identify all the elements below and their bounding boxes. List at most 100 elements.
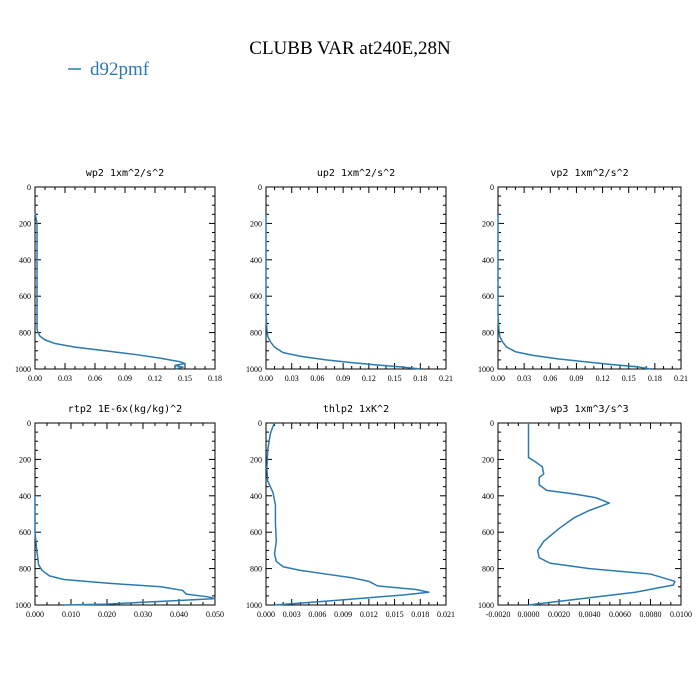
x-tick-label: 0.15 [388,374,402,383]
x-tick-label: 0.12 [596,374,610,383]
x-tick-label: 0.15 [622,374,636,383]
panel-2: up2 1xm^2/s^2 0.00 0.03 0.06 0.09 0.12 0.15 0.1… [246,168,453,383]
plot-frame [497,422,682,606]
y-tick-label: 800 [482,565,494,574]
y-tick-label: 400 [250,492,262,501]
x-tick-label: 0.09 [569,374,583,383]
y-tick-label: 800 [250,565,262,574]
x-tick-label: 0.03 [517,374,531,383]
y-tick-label: 200 [19,219,31,228]
x-tick-label: 0.0060 [609,610,631,619]
legend-label: d92pmf [90,59,150,80]
y-tick-label: 200 [482,219,494,228]
series-line [527,423,676,606]
panel-title: rtp2 1E-6x(kg/kg)^2 [68,404,182,415]
x-tick-label: 0.0020 [548,610,570,619]
series-line [34,212,186,370]
x-tick-label: 0.00 [491,374,505,383]
series-line [265,214,421,370]
x-tick-label: 0.003 [283,610,301,619]
series-line [266,422,430,606]
x-tick-label: 0.00 [259,374,273,383]
series-line [497,214,651,370]
x-tick-label: 0.0100 [670,610,692,619]
y-tick-label: 1000 [478,365,494,374]
x-tick-label: 0.09 [336,374,350,383]
x-tick-label: 0.020 [98,610,116,619]
x-tick-label: 0.06 [543,374,557,383]
x-tick-label: 0.12 [148,374,162,383]
y-tick-label: 0 [490,183,494,192]
y-tick-label: 800 [19,329,31,338]
x-tick-label: 0.21 [439,374,453,383]
plot-frame [34,186,216,370]
x-tick-label: 0.18 [208,374,222,383]
x-tick-label: 0.06 [310,374,324,383]
panel-title: wp3 1xm^3/s^3 [550,404,628,415]
series-line [34,495,216,606]
x-tick-label: 0.03 [285,374,299,383]
x-tick-label: 0.050 [206,610,224,619]
panel-title: up2 1xm^2/s^2 [317,168,395,179]
y-tick-label: 200 [19,455,31,464]
x-tick-label: -0.0020 [486,610,511,619]
y-tick-label: 1000 [15,601,31,610]
plot-frame [34,422,216,606]
y-tick-label: 800 [482,329,494,338]
y-tick-label: 0 [258,419,262,428]
y-tick-label: 600 [482,528,494,537]
x-tick-label: 0.00 [28,374,42,383]
y-tick-label: 200 [482,455,494,464]
panel-5: thlp2 1xK^2 0.000 0.003 0.006 0.009 0.012 0.01… [246,404,455,619]
panel-title: wp2 1xm^2/s^2 [86,168,164,179]
x-tick-label: 0.021 [437,610,455,619]
y-tick-label: 0 [27,419,31,428]
x-tick-label: 0.010 [62,610,80,619]
x-tick-label: 0.03 [58,374,72,383]
y-tick-label: 1000 [246,365,262,374]
x-tick-label: 0.040 [170,610,188,619]
y-tick-label: 600 [19,528,31,537]
y-tick-label: 1000 [15,365,31,374]
y-tick-label: 0 [258,183,262,192]
y-tick-label: 600 [19,292,31,301]
x-tick-label: 0.0000 [518,610,540,619]
x-tick-label: 0.015 [386,610,404,619]
x-tick-label: 0.09 [118,374,132,383]
panel-6: wp3 1xm^3/s^3 -0.0020 0.0000 0.0020 0.0040 0.… [478,404,692,619]
x-tick-label: 0.06 [88,374,102,383]
y-tick-label: 1000 [246,601,262,610]
plot-frame [265,422,447,606]
figure-title: CLUBB VAR at240E,28N [249,38,451,59]
y-tick-label: 1000 [478,601,494,610]
x-tick-label: 0.0080 [640,610,662,619]
y-tick-label: 400 [482,492,494,501]
panels: wp2 1xm^2/s^2 0.00 0.03 0.06 0.09 0.12 0.15 0.1… [15,168,692,619]
panel-title: thlp2 1xK^2 [323,404,389,415]
y-tick-label: 600 [250,292,262,301]
x-tick-label: 0.0040 [579,610,601,619]
panel-3: vp2 1xm^2/s^2 0.00 0.03 0.06 0.09 0.12 0.15 0.1… [478,168,688,383]
x-tick-label: 0.18 [413,374,427,383]
x-tick-label: 0.000 [26,610,44,619]
x-tick-label: 0.21 [674,374,688,383]
x-tick-label: 0.15 [178,374,192,383]
panel-4: rtp2 1E-6x(kg/kg)^2 0.000 0.010 0.020 0.030 0… [15,404,224,619]
y-tick-label: 200 [250,455,262,464]
x-tick-label: 0.000 [257,610,275,619]
x-tick-label: 0.012 [360,610,378,619]
y-tick-label: 600 [250,528,262,537]
legend: d92pmf [68,59,150,80]
panel-1: wp2 1xm^2/s^2 0.00 0.03 0.06 0.09 0.12 0.15 0.1… [15,168,222,383]
plot-frame [265,186,447,370]
x-tick-label: 0.009 [334,610,352,619]
x-tick-label: 0.018 [411,610,429,619]
x-tick-label: 0.12 [362,374,376,383]
y-tick-label: 400 [482,256,494,265]
x-tick-label: 0.030 [134,610,152,619]
y-tick-label: 800 [250,329,262,338]
plot-frame [497,186,682,370]
panel-title: vp2 1xm^2/s^2 [550,168,628,179]
y-tick-label: 400 [19,256,31,265]
